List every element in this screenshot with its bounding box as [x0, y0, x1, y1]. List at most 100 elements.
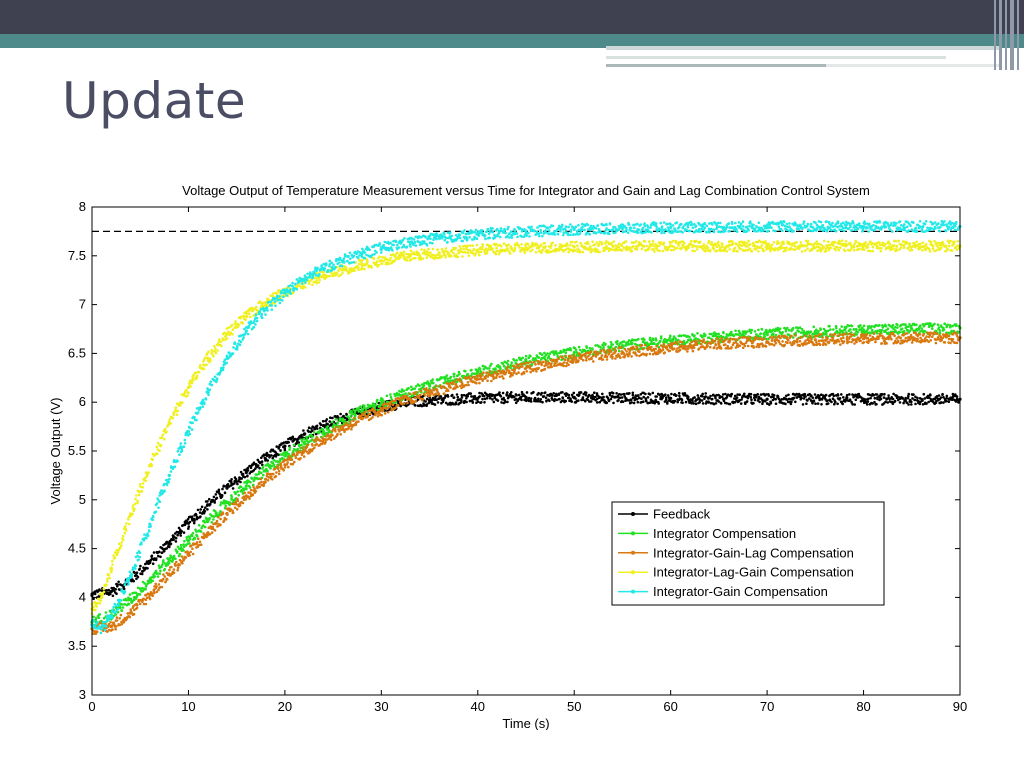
data-point — [379, 259, 383, 263]
y-tick-label: 3 — [79, 687, 86, 702]
data-point — [669, 225, 673, 230]
data-point — [572, 357, 576, 361]
legend-entry: Integrator-Gain Compensation — [653, 584, 828, 599]
legend-marker — [631, 512, 635, 516]
data-point — [341, 267, 345, 272]
data-point — [379, 408, 383, 412]
data-point — [861, 244, 866, 248]
data-point — [302, 432, 306, 437]
data-point — [910, 336, 914, 340]
data-point — [524, 229, 528, 233]
data-point — [717, 335, 721, 339]
data-point — [302, 277, 306, 281]
data-point — [765, 397, 769, 401]
data-point — [167, 473, 171, 477]
data-point — [360, 262, 364, 267]
y-tick-label: 6 — [79, 394, 86, 409]
data-point — [244, 470, 248, 475]
data-point — [206, 503, 210, 507]
data-point — [399, 400, 403, 404]
data-point — [206, 356, 210, 360]
data-point — [100, 627, 104, 631]
header-stripe — [606, 46, 1001, 50]
data-point — [620, 350, 625, 355]
y-tick-label: 4 — [79, 589, 86, 604]
data-point — [427, 384, 432, 388]
data-point — [427, 390, 432, 395]
data-point — [408, 254, 412, 258]
header-dark-band — [0, 0, 1024, 34]
data-point — [861, 397, 866, 401]
y-tick-label: 7 — [79, 297, 86, 312]
data-point — [244, 484, 248, 488]
x-tick-label: 50 — [567, 699, 581, 714]
plot-frame — [91, 206, 961, 696]
header-stripe — [606, 56, 946, 59]
data-point — [341, 419, 345, 423]
data-point — [524, 246, 528, 250]
data-point — [206, 531, 210, 535]
data-point — [321, 424, 326, 428]
data-point — [244, 329, 248, 333]
data-point — [572, 227, 576, 232]
series-points — [90, 219, 961, 635]
data-point — [109, 566, 113, 570]
chart-marks — [90, 219, 962, 635]
header-stripe — [826, 64, 1001, 67]
data-point — [427, 398, 432, 402]
legend-marker — [631, 589, 635, 594]
data-point — [572, 350, 576, 355]
x-tick-label: 0 — [88, 699, 95, 714]
data-point — [861, 224, 866, 229]
data-point — [283, 454, 287, 458]
data-point — [283, 291, 287, 295]
data-point — [669, 244, 673, 248]
data-point — [148, 464, 152, 468]
data-point — [437, 251, 441, 255]
data-point — [765, 340, 769, 344]
y-tick-label: 6.5 — [68, 345, 86, 360]
y-tick-label: 5 — [79, 492, 86, 507]
y-tick-label: 3.5 — [68, 638, 86, 653]
legend-marker — [631, 531, 635, 536]
data-point — [186, 539, 191, 543]
data-point — [167, 541, 171, 545]
data-point — [476, 248, 480, 252]
data-point — [109, 615, 113, 619]
data-point — [813, 330, 817, 334]
data-point — [186, 429, 191, 434]
data-point — [128, 597, 133, 601]
data-point — [341, 426, 345, 431]
chart-title: Voltage Output of Temperature Measuremen… — [182, 183, 870, 198]
data-point — [620, 226, 625, 231]
data-point — [244, 494, 248, 498]
header-teal-band — [0, 34, 1024, 48]
x-tick-label: 90 — [953, 699, 967, 714]
data-point — [379, 246, 383, 250]
x-tick-label: 10 — [181, 699, 195, 714]
data-point — [264, 477, 268, 481]
data-point — [437, 236, 441, 240]
data-point — [813, 338, 817, 342]
data-point — [379, 401, 383, 405]
data-point — [148, 522, 152, 526]
data-point — [476, 232, 480, 236]
data-point — [225, 356, 229, 360]
x-tick-label: 40 — [471, 699, 485, 714]
legend-box — [611, 501, 885, 606]
data-point — [360, 417, 364, 421]
data-point — [283, 444, 287, 448]
data-point — [321, 266, 326, 271]
data-point — [100, 595, 104, 599]
data-point — [765, 332, 769, 336]
chart: Voltage Output of Temperature Measuremen… — [48, 183, 967, 730]
data-point — [148, 592, 152, 597]
x-tick-label: 30 — [374, 699, 388, 714]
data-point — [476, 377, 480, 381]
data-point — [321, 429, 326, 434]
x-tick-label: 70 — [760, 699, 774, 714]
header-stripe — [606, 64, 826, 67]
data-point — [264, 307, 268, 312]
axis-ticks: 0 10 20 30 40 50 60 70 80 90 3 3.5 4 4.5 5 5.5 6 6.5 7 7.5 8 — [68, 199, 967, 714]
data-point — [669, 339, 673, 343]
